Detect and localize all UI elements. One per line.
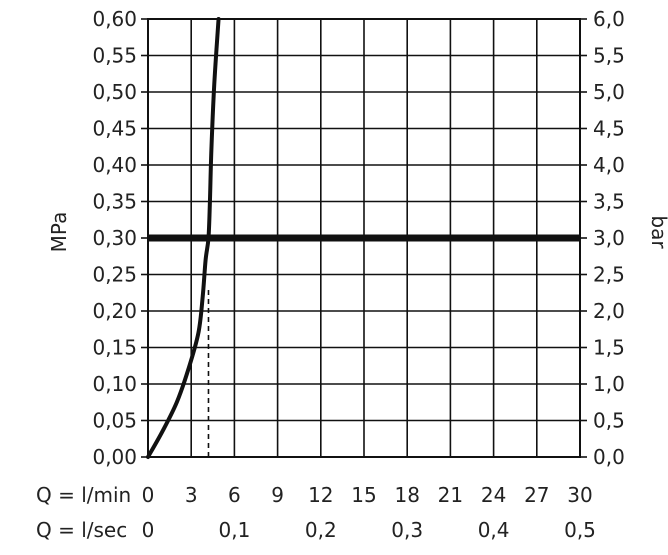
series-line — [146, 17, 221, 459]
x-tick-label: 0,2 — [305, 518, 337, 542]
x-tick-label: 24 — [481, 483, 506, 507]
y-right-tick-label: 0,5 — [593, 409, 625, 433]
y-right-tick-label: 6,0 — [593, 7, 625, 31]
x-tick-label: 0 — [142, 518, 155, 542]
y-left-tick-label: 0,45 — [92, 117, 137, 141]
x-tick-label: 12 — [308, 483, 333, 507]
x-tick-label: 0,5 — [564, 518, 596, 542]
y-right-tick-label: 5,5 — [593, 44, 625, 68]
y-axis-right-title: bar — [647, 215, 668, 249]
x-tick-label: 21 — [438, 483, 463, 507]
y-right-ticks: 0,0 0,5 1,0 1,5 2,0 2,5 3,0 3,5 4,0 4,5 5,0 5,5 6,0 — [580, 7, 625, 469]
x-tick-label: 0,1 — [218, 518, 250, 542]
y-right-tick-label: 3,5 — [593, 190, 625, 214]
y-left-tick-label: 0,55 — [92, 44, 137, 68]
y-left-tick-label: 0,10 — [92, 372, 137, 396]
x-row-label: Q = l/min — [36, 483, 131, 507]
y-right-tick-label: 5,0 — [593, 80, 625, 104]
y-left-ticks: 0,00 0,05 0,10 0,15 0,20 0,25 0,30 0,35 0,40 0,45… — [92, 7, 148, 469]
y-left-tick-label: 0,00 — [92, 445, 137, 469]
y-right-tick-label: 2,5 — [593, 263, 625, 287]
y-left-tick-label: 0,60 — [92, 7, 137, 31]
x-tick-label: 3 — [185, 483, 198, 507]
y-right-tick-label: 3,0 — [593, 226, 625, 250]
curve-group — [146, 17, 221, 459]
x-axis-rows: Q = l/min 0 3 6 9 12 15 18 21 24 27 30 Q = l/sec 0 0,1… — [36, 483, 596, 542]
x-tick-label: 15 — [351, 483, 376, 507]
y-right-tick-label: 4,5 — [593, 117, 625, 141]
y-left-tick-label: 0,50 — [92, 80, 137, 104]
y-right-tick-label: 0,0 — [593, 445, 625, 469]
y-left-tick-label: 0,40 — [92, 153, 137, 177]
y-left-tick-label: 0,15 — [92, 336, 137, 360]
x-tick-label: 0 — [142, 483, 155, 507]
y-left-tick-label: 0,30 — [92, 226, 137, 250]
grid — [148, 19, 580, 457]
y-right-tick-label: 4,0 — [593, 153, 625, 177]
x-tick-label: 6 — [228, 483, 241, 507]
x-tick-label: 27 — [524, 483, 549, 507]
y-right-tick-label: 1,0 — [593, 372, 625, 396]
x-tick-label: 0,4 — [478, 518, 510, 542]
x-row-label: Q = l/sec — [36, 518, 127, 542]
y-left-tick-label: 0,35 — [92, 190, 137, 214]
x-tick-label: 9 — [271, 483, 284, 507]
y-left-tick-label: 0,25 — [92, 263, 137, 287]
y-right-tick-label: 2,0 — [593, 299, 625, 323]
x-tick-label: 30 — [567, 483, 592, 507]
y-axis-left-title: MPa — [47, 212, 71, 253]
y-left-tick-label: 0,05 — [92, 409, 137, 433]
x-tick-label: 18 — [394, 483, 419, 507]
y-left-tick-label: 0,20 — [92, 299, 137, 323]
x-tick-label: 0,3 — [391, 518, 423, 542]
y-right-tick-label: 1,5 — [593, 336, 625, 360]
